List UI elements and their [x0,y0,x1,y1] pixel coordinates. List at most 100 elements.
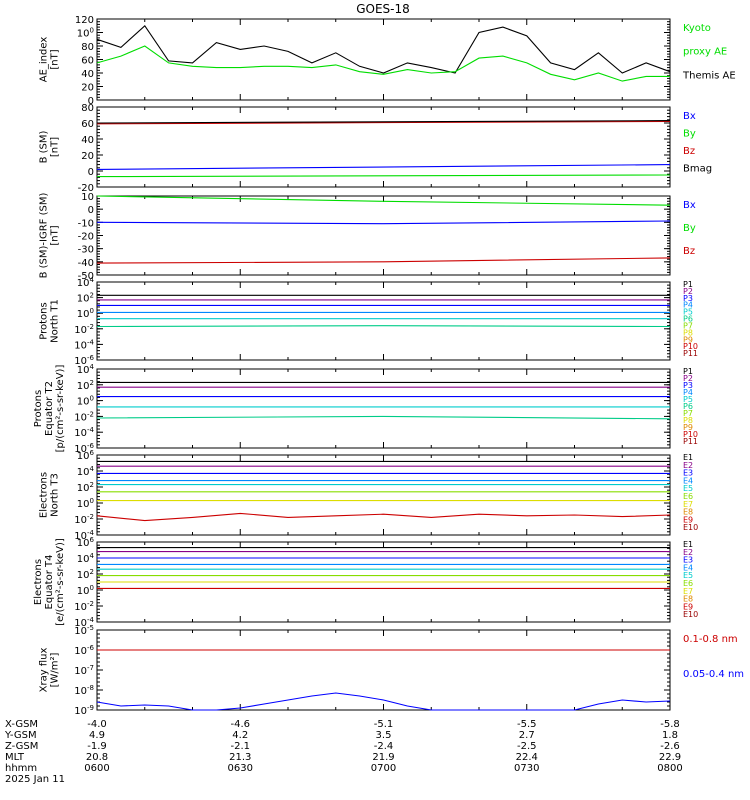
x-tick-value: 2.7 [519,730,535,741]
legend-e8: E8 [683,595,693,604]
y-axis-label: Electrons [33,559,44,605]
x-tick-value: -2.5 [517,741,537,752]
y-axis-label: [nT] [50,49,61,69]
y-axis-label: [W/m²] [50,652,61,687]
legend-e2: E2 [683,461,693,470]
y-tick-label: 100 [77,497,94,510]
legend-p2: P2 [683,287,693,296]
legend-p4: P4 [683,388,693,397]
y-tick-label: 80 [81,42,94,53]
y-tick-label: -30 [78,245,94,256]
legend-e6: E6 [683,579,693,588]
y-axis-label: [nT] [50,137,61,157]
legend-p4: P4 [683,301,693,310]
y-tick-label: 10-2 [74,410,94,423]
x-tick-value: -4.6 [230,719,250,730]
series-kyoto-proxy-ae [96,45,670,82]
y-tick-label: 10-6 [74,354,94,367]
y-tick-label: 10-2 [74,513,94,526]
panel-8: Xray flux [W/m²] 0.1-0.8 nm 0.05-0.4 nm [39,629,744,711]
panel-frame [96,629,671,711]
x-row-label: hhmm [5,763,37,774]
y-tick-label: 10-4 [74,426,94,439]
legend-e3: E3 [683,556,693,565]
legend-e4: E4 [683,476,693,485]
y-tick-label: 0 [88,167,94,178]
y-tick-label: 40 [81,135,94,146]
y-tick-label: -40 [78,258,94,269]
y-axis-label: Equator T2 [44,381,55,436]
x-row-label: Z-GSM [5,741,38,752]
x-tick-value: -4.0 [87,719,107,730]
y-axis-label: North T3 [50,473,61,517]
legend-e8: E8 [683,508,693,517]
y-tick-label: 0 [88,96,94,107]
legend-bx: Bx [683,200,696,211]
y-tick-label: 60 [81,119,94,130]
y-tick-label: 10-7 [74,664,94,677]
series-bx [96,220,671,225]
panel-2: B (SM) [nT] Bx By Bz Bmag [39,106,712,188]
x-tick-value: 4.9 [89,730,105,741]
x-tick-value: 22.9 [659,752,681,763]
x-tick-value: 0730 [514,763,539,774]
legend-p1: P1 [683,367,693,376]
legend-p11: P11 [683,349,698,358]
series-bmag [96,120,671,124]
y-tick-label: 10-4 [74,616,94,629]
x-row-label: Y-GSM [4,730,37,741]
legend-p6: P6 [683,315,693,324]
y-tick-label: -20 [78,183,94,194]
y-tick-label: 0 [88,205,94,216]
legend-e9: E9 [683,602,693,611]
chart-title: GOES-18 [356,2,410,16]
legend-p10: P10 [683,342,698,351]
y-tick-label: 10-2 [74,600,94,613]
panel-1: AE_index [nT] Kyoto proxy AE Themis AE [39,18,736,101]
legend-p10: P10 [683,430,698,439]
y-tick-label: 10-4 [74,338,94,351]
y-tick-label: 10-6 [74,644,94,657]
legend-themis-ae: Themis AE [682,70,736,81]
legend-bz: Bz [683,246,695,257]
y-axis-label: North T1 [50,299,61,343]
panel-5: Protons Equator T2 [p/(cm²-s-sr-keV)] P1P2P… [33,365,698,453]
y-tick-label: 20 [81,83,94,94]
y-tick-label: 40 [81,69,94,80]
y-tick-label: 60 [81,56,94,67]
legend-e5: E5 [683,484,693,493]
series-e8 [96,512,671,522]
y-tick-label: 100 [77,307,94,320]
x-row-label: X-GSM [5,719,38,730]
x-tick-value: -1.9 [87,741,107,752]
legend-0.05-0.4-nm: 0.05-0.4 nm [683,669,744,680]
y-axis-label: [e/(cm²-s-sr-keV)] [55,538,66,626]
y-axis-label: Electrons [39,472,50,518]
panel-7: Electrons Equator T4 [e/(cm²-s-sr-keV)] E1E… [33,538,698,626]
legend-p8: P8 [683,328,693,337]
panel-frame [96,454,671,536]
x-row-label: 2025 Jan 11 [5,774,65,785]
legend-proxy-ae: proxy AE [683,47,727,58]
series-by [96,174,671,178]
x-tick-value: 0630 [228,763,253,774]
y-tick-label: 10-8 [74,684,94,697]
y-tick-label: 100 [77,27,94,40]
x-tick-value: 21.9 [372,752,394,763]
legend-p5: P5 [683,308,693,317]
y-axis-label: B (SM)-IGRF (SM) [39,193,50,279]
y-axis-label: AE_index [39,37,50,83]
y-tick-label: 104 [77,363,95,376]
legend-p11: P11 [683,437,698,446]
y-axis-label: B (SM) [39,130,50,163]
panel-3: B (SM)-IGRF (SM) [nT] Bx By Bz [39,193,696,279]
legend-kyoto: Kyoto [683,23,711,34]
y-tick-label: -20 [78,232,94,243]
legend-e9: E9 [683,515,693,524]
legend-0.1-0.8-nm: 0.1-0.8 nm [683,634,738,645]
legend-bx: Bx [683,111,696,122]
legend-by: By [683,129,696,140]
y-tick-label: 10 [81,192,94,203]
panel-frame [96,18,671,101]
